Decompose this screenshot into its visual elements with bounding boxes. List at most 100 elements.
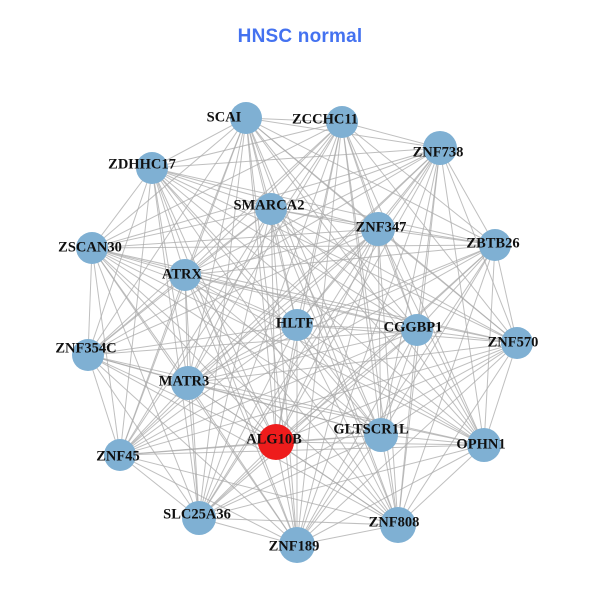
graph-edge [151, 167, 418, 331]
graph-edge [494, 244, 518, 344]
graph-node-matr3[interactable] [171, 366, 205, 400]
graph-edge [270, 208, 298, 326]
graph-edge [91, 208, 272, 249]
graph-edge [377, 228, 518, 344]
graph-edge [91, 247, 485, 446]
graph-edge [119, 454, 399, 526]
graph-edge [119, 454, 298, 546]
graph-edge [151, 117, 247, 169]
graph-edge [184, 274, 485, 446]
graph-edge [91, 244, 496, 249]
node-layer [72, 102, 533, 563]
graph-edge [151, 167, 382, 436]
graph-edge [184, 274, 298, 546]
graph-edge [87, 167, 153, 356]
graph-node-atrx[interactable] [169, 259, 201, 291]
graph-edge [296, 324, 418, 331]
graph-edge [151, 167, 200, 519]
graph-edge [119, 147, 441, 456]
graph-edge [184, 274, 277, 443]
graph-node-zdhhc17[interactable] [136, 152, 168, 184]
graph-edge [397, 444, 485, 526]
graph-edge [87, 228, 379, 356]
graph-edge [439, 147, 485, 446]
graph-edge [296, 324, 485, 446]
page-title: HNSC normal [237, 26, 363, 47]
graph-edge [91, 247, 186, 276]
graph-edge [296, 147, 441, 546]
graph-edge [245, 117, 343, 123]
graph-edge [483, 244, 496, 446]
graph-edge [380, 329, 418, 436]
graph-edge [187, 382, 298, 546]
graph-edge [119, 444, 485, 456]
graph-edge [151, 167, 496, 246]
graph-node-znf570[interactable] [501, 327, 533, 359]
graph-edge [416, 244, 496, 331]
graph-edge [296, 329, 418, 546]
graph-edge [119, 329, 418, 456]
graph-node-cggbp1[interactable] [401, 314, 433, 346]
graph-node-znf354c[interactable] [72, 339, 104, 371]
graph-edge [119, 228, 379, 456]
graph-edge [184, 274, 418, 331]
graph-edge [87, 354, 298, 546]
graph-edge [483, 342, 518, 446]
graph-edge [245, 117, 298, 546]
graph-edge [91, 228, 379, 249]
graph-node-scai[interactable] [230, 102, 262, 134]
graph-edge [416, 329, 518, 344]
graph-edge [198, 329, 418, 519]
graph-edge [119, 342, 518, 456]
graph-edge [187, 324, 298, 384]
graph-node-ophn1[interactable] [467, 428, 501, 462]
graph-node-zcchc11[interactable] [326, 106, 358, 138]
graph-node-zscan30[interactable] [76, 232, 108, 264]
graph-edge [119, 274, 186, 456]
graph-edge [87, 354, 121, 456]
graph-edge [184, 274, 518, 344]
graph-edge [198, 444, 485, 519]
graph-edge [119, 208, 272, 456]
graph-node-znf808[interactable] [380, 507, 416, 543]
graph-node-znf347[interactable] [361, 212, 395, 246]
graph-edge [187, 382, 200, 519]
graph-edge [270, 208, 298, 546]
graph-node-alg10b[interactable] [258, 424, 294, 460]
graph-edge [87, 121, 343, 356]
graph-edge [119, 121, 343, 456]
graph-edge [397, 244, 496, 526]
graph-edge [380, 434, 485, 446]
graph-edge [151, 167, 518, 344]
graph-node-gltscr1l[interactable] [364, 418, 398, 452]
graph-edge [151, 167, 272, 210]
graph-node-hltf[interactable] [281, 309, 313, 341]
edge-layer [87, 117, 518, 546]
graph-node-slc25a36[interactable] [182, 501, 216, 535]
graph-edge [377, 228, 399, 526]
graph-edge [275, 121, 343, 443]
graph-edge [87, 354, 485, 446]
graph-edge [270, 147, 441, 210]
graph-node-znf189[interactable] [279, 527, 315, 563]
graph-edge [198, 441, 277, 519]
graph-node-znf45[interactable] [104, 439, 136, 471]
graph-node-znf738[interactable] [423, 131, 457, 165]
graph-edge [119, 441, 277, 456]
graph-edge [275, 324, 298, 443]
graph-edge [184, 274, 189, 384]
graph-edge [91, 167, 153, 249]
graph-edge [119, 244, 496, 456]
graph-edge [275, 441, 399, 526]
graph-edge [296, 324, 382, 436]
graph-edge [187, 208, 272, 384]
graph-node-smarca2[interactable] [255, 193, 287, 225]
graph-edge [87, 247, 93, 356]
graph-edge [184, 228, 379, 276]
graph-edge [187, 244, 496, 384]
graph-node-zbtb26[interactable] [479, 229, 511, 261]
graph-edge [151, 147, 441, 169]
graph-edge [439, 147, 496, 246]
graph-edge [341, 121, 399, 526]
